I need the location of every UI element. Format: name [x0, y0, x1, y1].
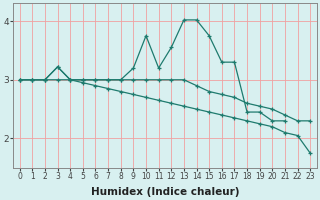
X-axis label: Humidex (Indice chaleur): Humidex (Indice chaleur): [91, 187, 239, 197]
